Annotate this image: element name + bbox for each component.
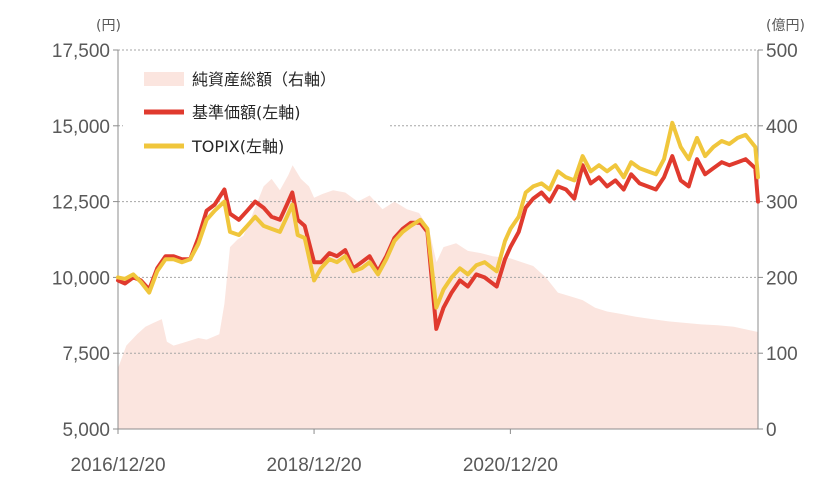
legend-label-net-assets: 純資産総額（右軸） <box>192 70 336 89</box>
left-tick-label: 17,500 <box>52 41 110 62</box>
left-tick-label: 5,000 <box>62 420 110 441</box>
left-tick-label: 10,000 <box>52 268 110 289</box>
series-line-topix <box>116 120 760 310</box>
right-tick-label: 400 <box>766 117 798 138</box>
legend-swatch-net-assets <box>144 72 184 86</box>
right-tick-label: 300 <box>766 193 798 214</box>
left-tick-label: 12,500 <box>52 193 110 214</box>
legend: 純資産総額（右軸） 基準価額(左軸) TOPIX(左軸) <box>123 68 388 163</box>
x-tick-label: 2018/12/20 <box>267 455 362 476</box>
x-tick-label: 2020/12/20 <box>463 455 558 476</box>
right-tick-label: 200 <box>766 268 798 289</box>
grid-layer <box>118 49 758 354</box>
series-line-nav <box>116 154 760 331</box>
left-tick-label: 15,000 <box>52 117 110 138</box>
legend-label-topix: TOPIX(左軸) <box>191 137 284 156</box>
right-axis-unit-label: (億円) <box>766 18 805 34</box>
left-axis-unit-label: (円) <box>96 18 121 34</box>
legend-label-nav: 基準価額(左軸) <box>192 103 301 122</box>
line-layer <box>116 120 760 331</box>
axis-layer: 5,000 7,500 10,000 12,500 15,000 17,500 0 100 20… <box>52 41 798 476</box>
x-tick-label: 2016/12/20 <box>70 455 165 476</box>
right-tick-label: 500 <box>766 41 798 62</box>
right-tick-label: 100 <box>766 344 798 365</box>
left-tick-label: 7,500 <box>62 344 110 365</box>
right-tick-label: 0 <box>766 420 777 441</box>
